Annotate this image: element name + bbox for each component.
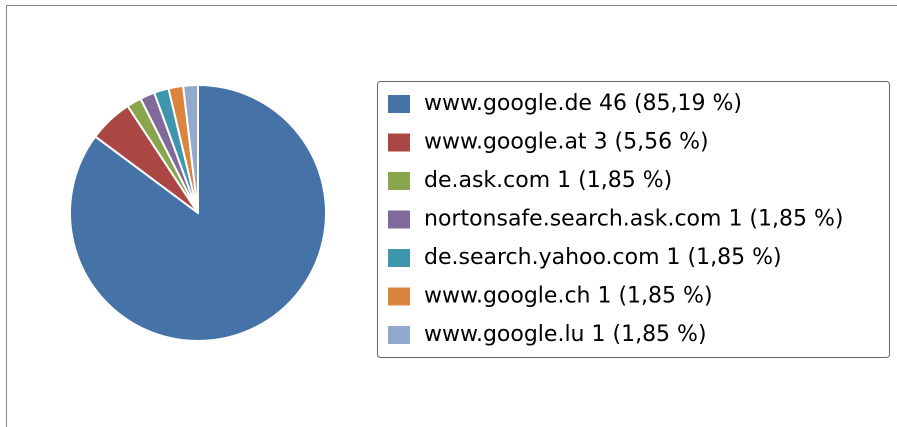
legend-swatch [388,172,410,190]
legend-swatch [388,326,410,344]
pie-slice [182,84,199,214]
legend-name: www.google.ch [424,284,590,309]
legend-label: www.google.at 3 (5,56 %) [424,130,709,155]
legend-name: de.ask.com [424,168,550,193]
legend-name: de.search.yahoo.com [424,245,660,270]
legend-value: 1 (1,85 %) [592,322,707,347]
legend-swatch [388,210,410,229]
legend-label: www.google.de 46 (85,19 %) [424,91,742,116]
legend-swatch [388,249,410,267]
legend-name: www.google.lu [424,322,585,347]
legend-label: www.google.lu 1 (1,85 %) [424,322,707,347]
legend-swatch [388,95,410,113]
legend-value: 46 (85,19 %) [599,91,742,116]
legend-name: nortonsafe.search.ask.com [424,207,721,232]
legend-label: nortonsafe.search.ask.com 1 (1,85 %) [424,207,843,232]
legend-label: de.search.yahoo.com 1 (1,85 %) [424,245,782,270]
legend-label: www.google.ch 1 (1,85 %) [424,284,713,309]
legend-swatch [388,133,410,152]
legend-name: www.google.at [424,130,587,155]
legend-label: de.ask.com 1 (1,85 %) [424,168,672,193]
legend-value: 1 (1,85 %) [597,284,712,309]
legend-value: 1 (1,85 %) [557,168,672,193]
legend-swatch [388,287,410,306]
legend-value: 3 (5,56 %) [594,130,709,155]
legend-box [377,81,890,358]
legend-value: 1 (1,85 %) [667,245,782,270]
legend-name: www.google.de [424,91,592,116]
legend-value: 1 (1,85 %) [728,207,843,232]
